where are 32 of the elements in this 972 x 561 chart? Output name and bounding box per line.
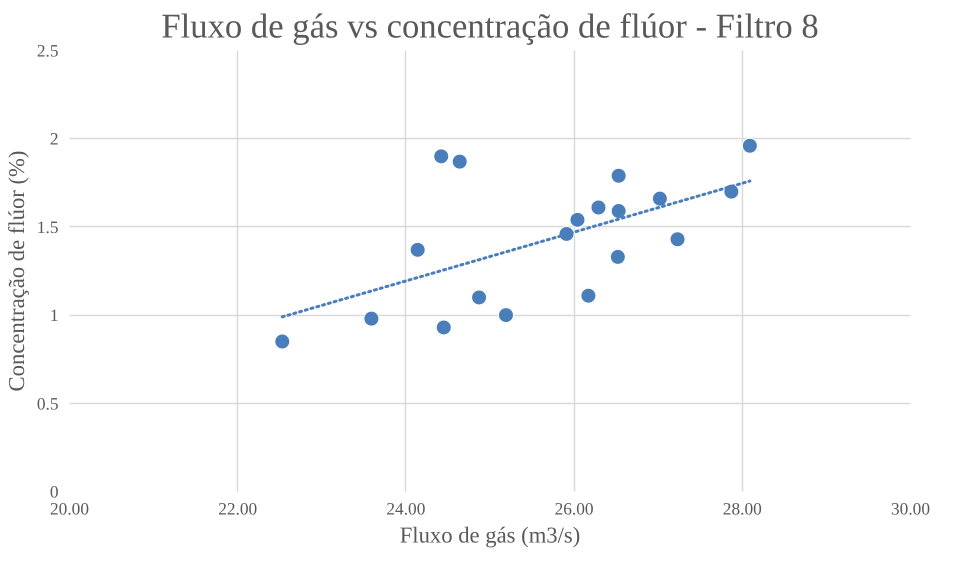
y-tick-label: 0.5 — [36, 394, 59, 414]
point — [471, 289, 488, 306]
point — [498, 307, 514, 324]
y-axis-title: Concentração de flúor (%) — [4, 150, 29, 392]
x-tick-label: 28.00 — [722, 500, 762, 518]
point — [610, 203, 627, 220]
x-axis-title: Fluxo de gás (m3/s) — [400, 522, 580, 548]
point — [610, 168, 627, 184]
y-tick-label: 1.5 — [36, 218, 59, 237]
point — [610, 248, 626, 265]
x-tick-label: 22.00 — [218, 500, 258, 518]
y-tick-label: 2.5 — [36, 42, 59, 60]
chart-title: Fluxo de gás vs concentração de flúor - Filtro 8 — [161, 8, 819, 46]
point — [436, 319, 452, 336]
point — [363, 310, 380, 327]
y-tick-label: 0 — [50, 482, 59, 502]
x-tick-label: 30.00 — [891, 500, 930, 518]
x-tick-label: 20.00 — [50, 500, 90, 518]
point — [742, 138, 758, 154]
point — [433, 148, 450, 164]
point — [274, 334, 290, 350]
point — [410, 242, 426, 258]
y-tick-label: 1 — [50, 306, 59, 326]
point — [580, 288, 596, 304]
point — [652, 190, 668, 207]
y-tick-label: 2 — [50, 130, 59, 149]
point — [590, 200, 606, 216]
point — [569, 212, 586, 228]
x-tick-label: 26.00 — [554, 500, 594, 518]
point — [670, 231, 686, 248]
point — [452, 154, 468, 170]
x-tick-label: 24.00 — [386, 500, 426, 518]
